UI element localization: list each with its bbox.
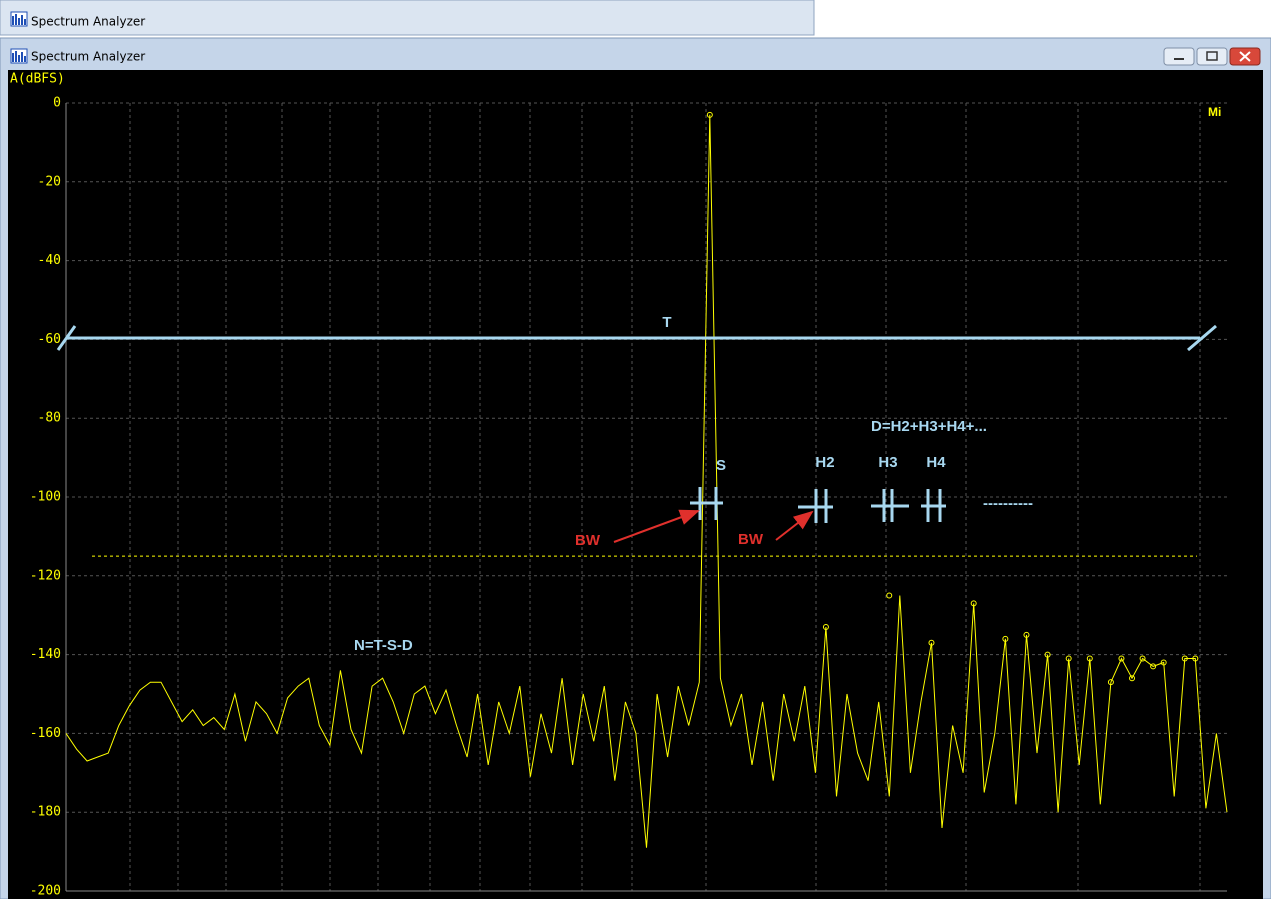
maximize-button[interactable] [1196,47,1228,66]
y-tick-label: 0 [53,96,61,111]
spectrum-trace [65,114,1228,848]
h3-band [871,489,909,522]
back-window-titlebar [0,0,815,36]
close-button[interactable] [1229,47,1261,66]
signal-label: S [716,457,726,474]
plot-background [8,70,1263,899]
bw-label: BW [575,532,601,549]
peak-marker [1129,675,1136,682]
y-tick-label: -180 [30,805,61,820]
bw-arrow [613,509,700,543]
y-tick-label: -40 [38,253,61,268]
peak-marker [1023,631,1030,638]
h4-band [921,489,946,522]
signal-band [690,487,723,520]
y-tick-label: -140 [30,647,61,662]
y-tick-label: -200 [30,884,61,899]
bw-arrow [775,510,814,541]
minimize-button[interactable] [1163,47,1195,66]
y-tick-label: -120 [30,568,61,583]
y-tick-label: -160 [30,726,61,741]
noise-label: N=T-S-D [354,637,413,654]
bw-label: BW [738,531,764,548]
peak-marker [928,639,935,646]
total-label: T [662,314,671,331]
peak-marker [1181,655,1188,662]
app-icon [10,48,28,64]
y-tick-label: -80 [38,411,61,426]
peak-marker [886,592,893,599]
window-title: Spectrum Analyzer [31,50,145,64]
h2-band [798,489,833,523]
back-window-title: Spectrum Analyzer [31,15,145,29]
trace-layer [65,111,1228,848]
h4-label: H4 [926,454,946,471]
peak-marker [1065,655,1072,662]
peak-marker [1139,655,1146,662]
h2-label: H2 [815,454,834,471]
more-label: ---------- [983,495,1033,512]
peak-marker [822,624,829,631]
y-tick-label: -20 [38,174,61,189]
peak-marker [1086,655,1093,662]
total-end [1187,324,1217,352]
distortion-label: D=H2+H3+H4+... [871,418,987,435]
peak-marker [1160,659,1167,666]
total-end [56,325,77,351]
peak-marker [1150,663,1157,670]
peak-marker [1192,655,1199,662]
grid [66,102,1227,892]
app-icon [10,11,28,27]
y-tick-label: -100 [30,490,61,505]
y-tick-label: -60 [38,332,61,347]
peak-marker [1002,635,1009,642]
peak-marker [1118,655,1125,662]
h3-label: H3 [878,454,897,471]
mode-label: Mi [1208,105,1221,119]
peak-marker [1107,679,1114,686]
peak-marker [970,600,977,607]
peak-marker [1044,651,1051,658]
peak-marker [706,111,713,118]
y-axis-label: A(dBFS) [10,72,65,87]
